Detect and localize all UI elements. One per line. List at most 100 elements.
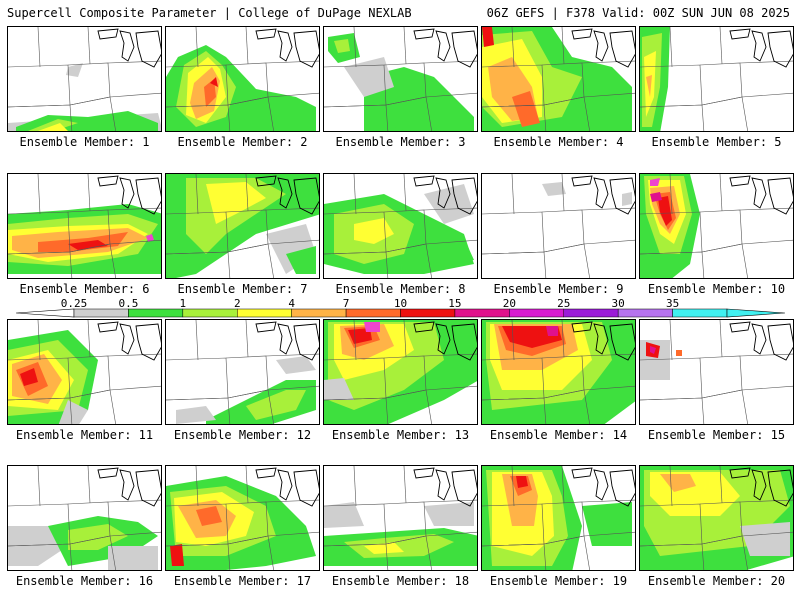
- state-boundary: [195, 174, 199, 215]
- great-lake-outline: [729, 28, 751, 40]
- ensemble-member-label: Ensemble Member: 16: [15, 574, 154, 588]
- great-lake-outline: [277, 469, 293, 501]
- state-boundary: [267, 239, 319, 245]
- great-lake-outline: [767, 323, 793, 361]
- ensemble-member-map: [481, 319, 636, 425]
- state-boundary: [195, 27, 199, 68]
- ensemble-member-map: [639, 26, 794, 132]
- scp-field: [324, 174, 477, 278]
- scp-contour-fill: [542, 182, 566, 196]
- great-lake-outline: [729, 321, 751, 333]
- great-lake-outline: [119, 177, 135, 209]
- ensemble-member-label: Ensemble Member: 4: [493, 135, 624, 149]
- scp-contour-fill: [650, 192, 662, 202]
- ensemble-member-label: Ensemble Member: 13: [331, 428, 470, 442]
- colorbar-left-arrow: [15, 308, 75, 318]
- ensemble-member-map: [481, 26, 636, 132]
- ensemble-member-map: [323, 319, 478, 425]
- scp-contour-fill: [68, 524, 128, 550]
- ensemble-member-label: Ensemble Member: 5: [651, 135, 782, 149]
- scp-contour-fill: [740, 522, 790, 556]
- state-boundary: [640, 397, 705, 424]
- state-boundary: [195, 320, 199, 361]
- state-boundary: [581, 207, 635, 211]
- scp-field: [324, 320, 477, 424]
- great-lake-outline: [135, 30, 161, 68]
- state-boundary: [741, 531, 793, 537]
- ensemble-member-label: Ensemble Member: 6: [19, 282, 150, 296]
- scp-field: [482, 27, 635, 131]
- great-lake-outline: [255, 321, 277, 333]
- state-boundary: [543, 243, 590, 278]
- great-lake-outline: [135, 177, 161, 215]
- great-lake-outline: [255, 175, 277, 187]
- state-boundary: [423, 207, 477, 211]
- colorbar-right-arrow: [726, 308, 786, 318]
- colorbar-segment: [509, 308, 565, 318]
- scp-contour-fill: [502, 326, 562, 348]
- ensemble-member-map: [7, 319, 162, 425]
- ensemble-member-map: [323, 173, 478, 279]
- scp-contour-fill: [170, 544, 184, 566]
- great-lake-outline: [729, 175, 751, 187]
- state-boundary: [425, 239, 477, 245]
- scp-field: [640, 27, 793, 131]
- great-lake-outline: [609, 177, 635, 215]
- scp-contour-fill: [364, 322, 380, 332]
- great-lake-outline: [593, 30, 609, 62]
- state-boundary: [87, 174, 91, 212]
- colorbar-segment: [563, 308, 619, 318]
- scp-contour-fill: [546, 326, 558, 336]
- scp-contour-fill: [364, 542, 404, 554]
- state-boundary: [403, 466, 407, 504]
- state-boundary: [741, 385, 793, 391]
- state-boundary: [699, 209, 743, 253]
- map-title: Supercell Composite Parameter | College …: [7, 6, 412, 20]
- colorbar-tick-label: 2: [233, 297, 241, 310]
- scp-contour-fill: [512, 91, 540, 127]
- colorbar-tick-label: 20: [502, 297, 516, 310]
- ensemble-member-map: [639, 173, 794, 279]
- state-boundary: [482, 251, 547, 278]
- great-lake-outline: [97, 321, 119, 333]
- state-boundary: [701, 243, 748, 278]
- state-boundary: [265, 60, 319, 64]
- scp-contour-fill: [516, 476, 528, 488]
- colorbar-tick-label: 35: [665, 297, 680, 310]
- ensemble-member-label: Ensemble Member: 7: [177, 282, 308, 296]
- scp-field: [640, 174, 793, 278]
- ensemble-member-label: Ensemble Member: 15: [647, 428, 786, 442]
- scp-field: [640, 466, 793, 570]
- great-lake-outline: [435, 469, 451, 501]
- state-boundary: [669, 27, 673, 68]
- great-lake-outline: [593, 323, 609, 355]
- scp-field: [640, 320, 793, 424]
- great-lake-outline: [293, 323, 319, 361]
- scp-contour-fill: [146, 234, 154, 242]
- colorbar-segment: [237, 308, 292, 318]
- great-lake-outline: [277, 30, 293, 62]
- state-boundary: [423, 353, 477, 357]
- scp-field: [482, 466, 635, 570]
- great-lake-outline: [751, 177, 767, 209]
- scp-contour-fill: [28, 119, 78, 131]
- ensemble-member-map: [639, 319, 794, 425]
- scp-contour-fill: [276, 356, 316, 374]
- great-lake-outline: [135, 469, 161, 507]
- ensemble-member-map: [165, 465, 320, 571]
- scp-contour-fill: [660, 474, 696, 492]
- state-boundary: [37, 27, 41, 68]
- colorbar-tick-label: 0.5: [118, 297, 139, 310]
- state-boundary: [245, 27, 249, 65]
- scp-contour-fill: [324, 502, 364, 528]
- ensemble-member-map: [323, 26, 478, 132]
- scp-contour-fill: [334, 39, 350, 53]
- ensemble-member-map: [481, 173, 636, 279]
- ensemble-member-label: Ensemble Member: 9: [493, 282, 624, 296]
- state-boundary: [581, 499, 635, 503]
- state-boundary: [37, 466, 41, 507]
- colorbar-tick-label: 7: [342, 297, 350, 310]
- great-lake-outline: [767, 177, 793, 215]
- state-boundary: [245, 320, 249, 358]
- state-boundary: [403, 320, 407, 358]
